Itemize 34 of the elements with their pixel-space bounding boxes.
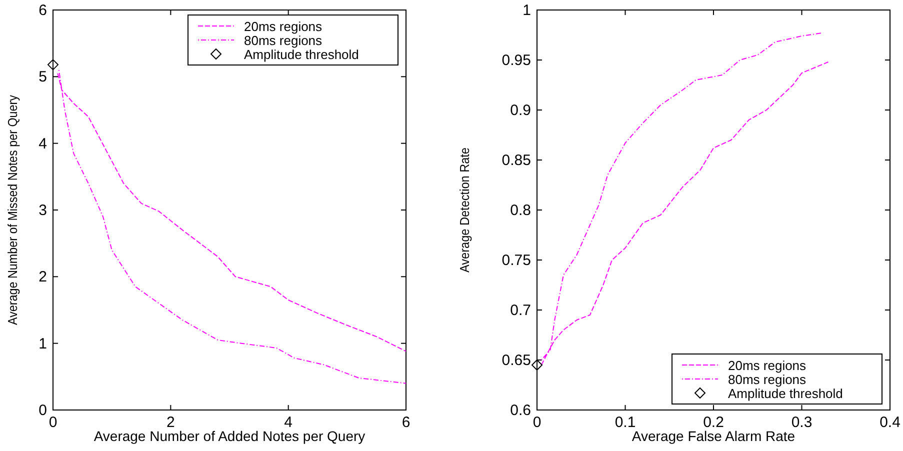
legend-label: 80ms regions: [244, 33, 323, 48]
legend-label: 20ms regions: [728, 358, 807, 373]
legend-label: Amplitude threshold: [244, 47, 359, 62]
x-tick-label: 0.4: [880, 414, 900, 431]
legend-label: 20ms regions: [244, 19, 323, 34]
y-tick-label: 2: [38, 268, 47, 286]
x-tick-label: 0.2: [703, 414, 724, 431]
y-tick-label: 0.7: [510, 302, 531, 319]
y-tick-label: 0.6: [510, 402, 531, 419]
y-axis-title: Average Detection Rate: [457, 134, 472, 272]
x-axis-title: Average False Alarm Rate: [632, 428, 796, 444]
x-axis-title: Average Number of Added Notes per Query: [94, 428, 366, 444]
y-tick-label: 1: [522, 2, 531, 19]
y-tick-label: 0.95: [502, 52, 531, 69]
y-tick-label: 0.65: [502, 352, 531, 369]
x-tick-label: 0: [532, 414, 542, 431]
x-tick-label: 4: [284, 414, 293, 431]
y-tick-label: 0.8: [510, 202, 531, 219]
legend-label: Amplitude threshold: [728, 386, 843, 401]
y-tick-label: 6: [38, 2, 47, 19]
y-tick-label: 0.85: [502, 152, 531, 169]
x-tick-label: 6: [402, 414, 410, 431]
y-tick-label: 3: [38, 202, 47, 219]
x-tick-label: 0.3: [791, 414, 812, 431]
y-tick-label: 0: [38, 402, 47, 419]
y-tick-label: 4: [38, 135, 47, 152]
x-tick-label: 2: [166, 414, 175, 431]
x-tick-label: 0.1: [614, 414, 636, 431]
y-tick-label: 0.9: [510, 102, 531, 119]
y-axis-title: Average Number of Missed Notes per Query: [5, 68, 20, 325]
y-tick-label: 5: [38, 68, 47, 86]
y-tick-label: 0.75: [502, 252, 531, 269]
y-tick-label: 1: [38, 335, 47, 352]
legend-label: 80ms regions: [728, 372, 807, 387]
